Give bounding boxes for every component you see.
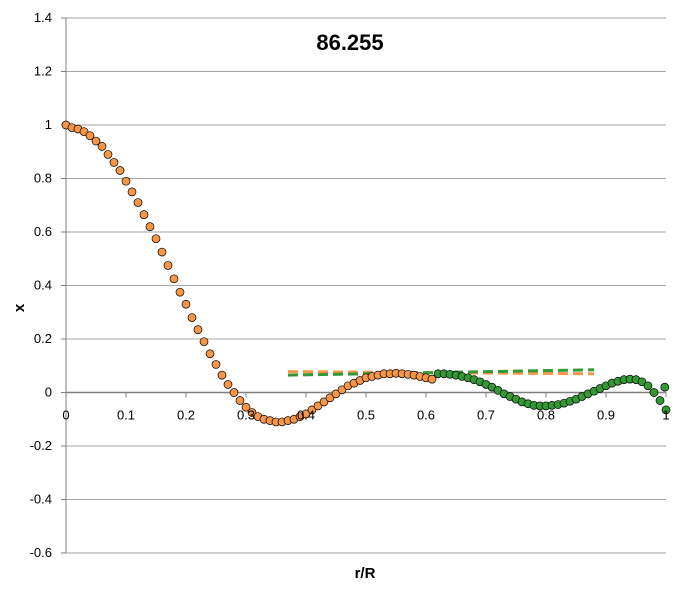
y-tick-label: 1.2 bbox=[34, 64, 52, 79]
x-tick-label: 0.8 bbox=[537, 408, 555, 423]
data-point bbox=[97, 142, 107, 151]
x-tick-label: 0.9 bbox=[597, 408, 615, 423]
data-point bbox=[169, 274, 179, 284]
data-point bbox=[337, 385, 347, 395]
data-point bbox=[637, 377, 647, 387]
data-point bbox=[199, 337, 209, 347]
data-point bbox=[145, 222, 155, 231]
series-group bbox=[61, 120, 437, 427]
data-point bbox=[325, 393, 335, 403]
data-point bbox=[139, 210, 149, 219]
data-point bbox=[301, 409, 311, 419]
x-tick-label: 0.2 bbox=[177, 408, 195, 423]
data-point bbox=[223, 380, 233, 389]
data-point bbox=[205, 349, 215, 359]
y-tick-label: 0.6 bbox=[34, 224, 52, 239]
y-tick-label: -0.6 bbox=[30, 545, 52, 560]
data-point bbox=[655, 396, 665, 405]
y-tick-label: -0.4 bbox=[30, 492, 52, 507]
data-point bbox=[121, 176, 131, 186]
data-point bbox=[85, 131, 95, 141]
axis-layer bbox=[61, 17, 667, 554]
data-point bbox=[175, 287, 185, 297]
data-point bbox=[319, 397, 329, 407]
data-point bbox=[115, 166, 125, 175]
data-point bbox=[181, 299, 191, 309]
data-point bbox=[307, 405, 317, 415]
y-tick-label: 1.4 bbox=[34, 10, 52, 25]
data-point bbox=[127, 187, 137, 197]
data-point bbox=[247, 408, 257, 417]
data-point bbox=[229, 388, 239, 397]
data-point bbox=[163, 261, 173, 270]
y-tick-label: 0.8 bbox=[34, 171, 52, 186]
data-point bbox=[151, 234, 161, 244]
x-tick-label: 0.5 bbox=[357, 408, 375, 423]
data-point bbox=[649, 388, 659, 397]
y-tick-label: -0.2 bbox=[30, 438, 52, 453]
grid-layer bbox=[66, 17, 666, 554]
series-layer bbox=[61, 120, 671, 427]
data-point bbox=[193, 325, 203, 334]
series-group bbox=[433, 369, 671, 415]
data-point bbox=[660, 382, 670, 392]
data-point bbox=[91, 136, 101, 146]
y-axis-title: x bbox=[11, 303, 28, 312]
x-tick-label: 0.7 bbox=[477, 408, 495, 423]
y-tick-label: 0 bbox=[45, 385, 52, 400]
x-tick-label: 0.6 bbox=[417, 408, 435, 423]
x-tick-label: 0.1 bbox=[117, 408, 135, 423]
data-point bbox=[661, 405, 671, 415]
x-tick-label: 0.3 bbox=[237, 408, 255, 423]
data-point bbox=[427, 374, 437, 384]
y-tick-label: 1 bbox=[45, 117, 52, 132]
data-point bbox=[157, 247, 167, 257]
x-tick-label: 0.4 bbox=[297, 408, 315, 423]
data-point bbox=[217, 370, 227, 380]
data-point bbox=[241, 402, 251, 412]
data-point bbox=[313, 401, 323, 411]
data-point bbox=[331, 389, 341, 399]
data-point bbox=[187, 313, 197, 322]
x-tick-label: 0 bbox=[62, 408, 69, 423]
y-tick-label: 0.4 bbox=[34, 278, 52, 293]
tick-labels-layer: -0.6 -0.4 -0.2 0 0.2 0.4 0.6 0.8 1 1.2 1.4 0 0.1 0.2 0… bbox=[30, 10, 670, 560]
data-point bbox=[235, 396, 245, 405]
chart-title: 86.255 bbox=[316, 30, 383, 55]
data-point bbox=[103, 150, 113, 159]
data-point bbox=[211, 360, 221, 369]
y-tick-label: 0.2 bbox=[34, 331, 52, 346]
data-point bbox=[79, 127, 89, 137]
data-point bbox=[643, 381, 653, 391]
data-point bbox=[133, 198, 143, 207]
x-axis-title: r/R bbox=[355, 565, 376, 582]
data-point bbox=[109, 158, 119, 167]
x-tick-label: 1 bbox=[662, 408, 669, 423]
